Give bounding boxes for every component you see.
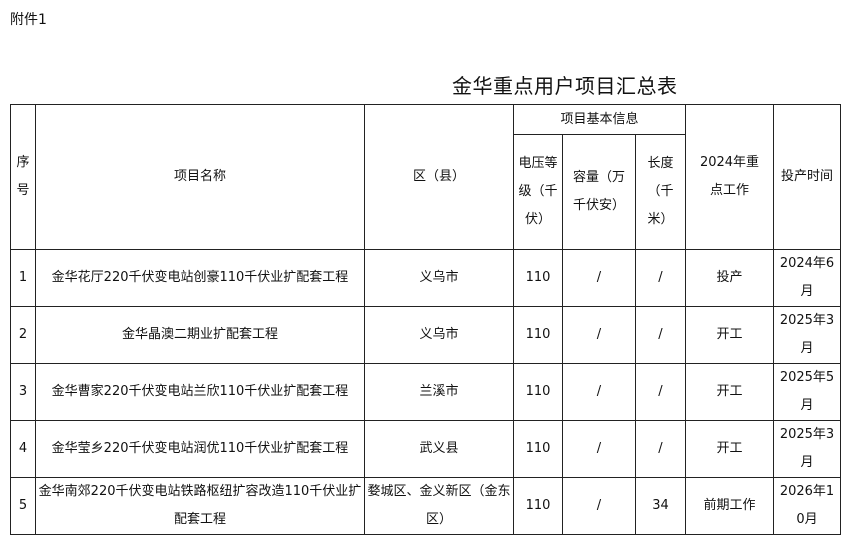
cell-work: 开工 bbox=[685, 420, 774, 478]
header-name: 项目名称 bbox=[35, 104, 365, 250]
header-basic-info: 项目基本信息 bbox=[513, 104, 686, 135]
cell-length: / bbox=[635, 306, 686, 364]
header-voltage: 电压等级（千伏） bbox=[513, 134, 563, 250]
cell-date: 2026年10月 bbox=[773, 477, 841, 535]
cell-date: 2025年3月 bbox=[773, 420, 841, 478]
cell-district: 武义县 bbox=[364, 420, 514, 478]
header-row: 序号 项目名称 区（县） 项目基本信息 2024年重点工作 投产时间 bbox=[10, 104, 841, 250]
cell-name: 金华曹家220千伏变电站兰欣110千伏业扩配套工程 bbox=[35, 363, 365, 421]
header-date: 投产时间 bbox=[773, 104, 841, 250]
header-index: 序号 bbox=[10, 104, 36, 250]
cell-district: 义乌市 bbox=[364, 249, 514, 307]
project-table: 序号 项目名称 区（县） 项目基本信息 2024年重点工作 投产时间 电压等级（… bbox=[10, 104, 841, 535]
cell-voltage: 110 bbox=[513, 420, 563, 478]
cell-voltage: 110 bbox=[513, 363, 563, 421]
cell-index: 5 bbox=[10, 477, 36, 535]
header-work: 2024年重点工作 bbox=[685, 104, 774, 250]
cell-length: / bbox=[635, 249, 686, 307]
cell-name: 金华南郊220千伏变电站铁路枢纽扩容改造110千伏业扩配套工程 bbox=[35, 477, 365, 535]
cell-length: / bbox=[635, 363, 686, 421]
cell-index: 4 bbox=[10, 420, 36, 478]
cell-capacity: / bbox=[562, 363, 636, 421]
table-row: 4 金华莹乡220千伏变电站润优110千伏业扩配套工程 武义县 110// 开工 2025… bbox=[10, 420, 841, 478]
cell-capacity: / bbox=[562, 477, 636, 535]
attachment-label: 附件1 bbox=[10, 12, 47, 28]
cell-voltage: 110 bbox=[513, 477, 563, 535]
cell-work: 开工 bbox=[685, 363, 774, 421]
cell-capacity: / bbox=[562, 306, 636, 364]
cell-capacity: / bbox=[562, 249, 636, 307]
subheader-row: 电压等级（千伏） 容量（万千伏安） 长度（千米） bbox=[11, 134, 841, 250]
cell-index: 2 bbox=[10, 306, 36, 364]
cell-voltage: 110 bbox=[513, 306, 563, 364]
table-row: 1 金华花厅220千伏变电站创豪110千伏业扩配套工程 义乌市 110// 投产 2024… bbox=[10, 249, 841, 307]
cell-work: 前期工作 bbox=[685, 477, 774, 535]
cell-index: 1 bbox=[10, 249, 36, 307]
header-capacity: 容量（万千伏安） bbox=[562, 134, 636, 250]
cell-name: 金华晶澳二期业扩配套工程 bbox=[35, 306, 365, 364]
cell-name: 金华莹乡220千伏变电站润优110千伏业扩配套工程 bbox=[35, 420, 365, 478]
cell-voltage: 110 bbox=[513, 249, 563, 307]
cell-index: 3 bbox=[10, 363, 36, 421]
table-row: 2 金华晶澳二期业扩配套工程 义乌市 110// 开工 2025年3月 bbox=[10, 306, 841, 364]
cell-name: 金华花厅220千伏变电站创豪110千伏业扩配套工程 bbox=[35, 249, 365, 307]
cell-district: 婺城区、金义新区（金东区） bbox=[364, 477, 514, 535]
cell-district: 兰溪市 bbox=[364, 363, 514, 421]
table-row: 3 金华曹家220千伏变电站兰欣110千伏业扩配套工程 兰溪市 110// 开工 2025… bbox=[10, 363, 841, 421]
table-row: 5 金华南郊220千伏变电站铁路枢纽扩容改造110千伏业扩配套工程 婺城区、金义新区… bbox=[10, 477, 841, 535]
cell-date: 2025年3月 bbox=[773, 306, 841, 364]
header-district: 区（县） bbox=[364, 104, 514, 250]
cell-district: 义乌市 bbox=[364, 306, 514, 364]
cell-length: / bbox=[635, 420, 686, 478]
cell-work: 投产 bbox=[685, 249, 774, 307]
header-length: 长度（千米） bbox=[635, 134, 686, 250]
cell-capacity: / bbox=[562, 420, 636, 478]
page-title: 金华重点用户项目汇总表 bbox=[452, 74, 678, 98]
cell-date: 2025年5月 bbox=[773, 363, 841, 421]
cell-length: 34 bbox=[635, 477, 686, 535]
cell-date: 2024年6月 bbox=[773, 249, 841, 307]
cell-work: 开工 bbox=[685, 306, 774, 364]
